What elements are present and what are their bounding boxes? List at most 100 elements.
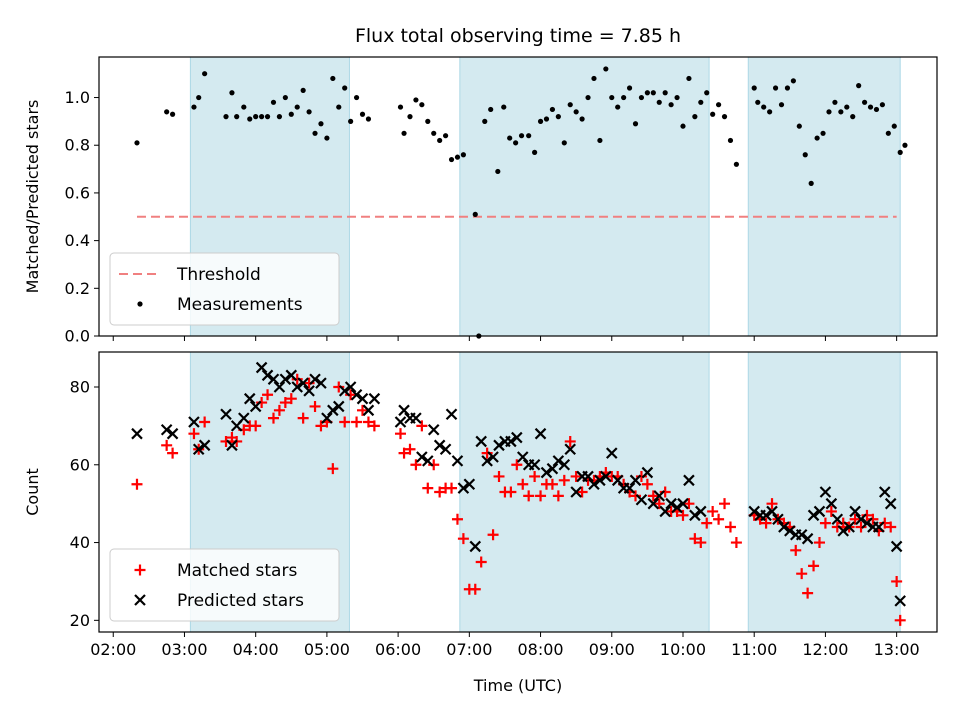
predicted-star-point (623, 482, 636, 494)
measurement-point (460, 152, 466, 158)
matched-star-point (394, 428, 406, 440)
measurement-point (259, 114, 265, 120)
legend-label: Predicted stars (177, 591, 304, 611)
matched-star-point (475, 556, 487, 568)
matched-star-point (766, 498, 778, 510)
matched-star-point (220, 435, 232, 447)
measurement-point (808, 180, 814, 186)
measurement-point (555, 114, 561, 120)
x-tick-label: 02:00 (90, 640, 136, 659)
y-tick-label: 0.8 (65, 136, 90, 155)
matched-star-point (855, 521, 867, 533)
predicted-star-point (641, 466, 654, 479)
matched-star-point (285, 393, 297, 405)
predicted-star-point (511, 431, 523, 444)
predicted-star-point (890, 540, 903, 553)
matched-star-point (831, 521, 843, 533)
measurement-point (353, 94, 360, 101)
matched-star-point (564, 435, 576, 447)
y-tick-label: 0.2 (65, 279, 90, 298)
matched-star-point (481, 447, 493, 459)
x-tick-label: 09:00 (589, 640, 635, 659)
predicted-star-point (831, 513, 844, 525)
measurement-point (532, 149, 538, 155)
measurement-point (867, 104, 874, 110)
measurement-point (638, 94, 645, 101)
predicted-star-point (368, 392, 381, 405)
predicted-star-point (528, 459, 541, 471)
predicted-star-point (267, 373, 280, 385)
matched-star-point (683, 498, 695, 510)
measurement-point (715, 102, 722, 108)
matched-star-point (351, 416, 363, 428)
predicted-star-point (635, 494, 648, 506)
matched-star-point (576, 486, 588, 498)
predicted-star-point (784, 525, 796, 537)
predicted-star-point (516, 451, 529, 463)
predicted-star-point (394, 416, 407, 428)
predicted-star-point (131, 427, 143, 440)
matched-star-point (428, 459, 440, 471)
legend-swatch (137, 301, 143, 307)
measurement-point (597, 137, 603, 144)
matched-star-point (362, 416, 374, 428)
measurement-point (573, 109, 579, 115)
measurement-point (202, 71, 208, 77)
legend: Threshold Measurements (109, 252, 340, 326)
y-tick-label: 0.6 (65, 183, 90, 202)
predicted-star-point (801, 532, 814, 545)
matched-star-point (487, 529, 499, 541)
matched-star-point (790, 544, 802, 556)
measurement-point (767, 109, 773, 115)
measurement-point (425, 118, 431, 124)
matched-star-point (505, 486, 517, 498)
measurement-point (495, 168, 501, 175)
matched-star-point (309, 400, 321, 412)
predicted-star-point (778, 521, 790, 533)
predicted-star-point (487, 451, 499, 463)
measurement-point (856, 83, 862, 89)
y-tick-label: 20 (70, 611, 90, 630)
predicted-star-point (558, 459, 571, 471)
predicted-star-point (884, 497, 897, 510)
predicted-star-point (297, 377, 309, 389)
matched-star-point (546, 478, 558, 490)
matched-star-point (188, 428, 200, 440)
matched-star-point (730, 537, 742, 549)
measurement-point (680, 123, 686, 129)
matched-star-point (291, 373, 303, 385)
y-tick-label: 0.0 (65, 327, 90, 346)
measurement-point (879, 102, 885, 108)
measurement-point (169, 111, 176, 117)
measurement-point (873, 106, 880, 113)
predicted-star-point (327, 404, 339, 417)
measurement-point (656, 99, 662, 105)
measurement-point (885, 130, 891, 136)
predicted-star-point (564, 443, 577, 455)
measurement-point (318, 121, 324, 127)
matched-star-point (837, 517, 849, 529)
measurement-point (407, 114, 413, 120)
matched-star-point (707, 505, 719, 517)
measurement-point (191, 104, 197, 110)
matched-star-point (891, 575, 903, 587)
matched-star-point (653, 498, 665, 510)
matched-star-point (724, 521, 736, 533)
matched-star-point (511, 459, 523, 471)
predicted-star-point (285, 369, 298, 382)
predicted-star-point (481, 455, 493, 467)
measurement-point (579, 116, 585, 122)
measurement-point (778, 102, 785, 108)
matched-star-point (849, 513, 861, 525)
legend-label: Matched stars (177, 561, 297, 581)
predicted-star-point (546, 462, 559, 475)
predicted-star-point (570, 486, 582, 498)
predicted-star-point (416, 451, 428, 463)
matched-star-point (647, 490, 659, 502)
measurement-point (336, 104, 342, 110)
measurement-point (790, 78, 796, 84)
measurement-point (820, 130, 826, 136)
measurement-point (838, 109, 844, 115)
matched-star-point (861, 509, 873, 521)
